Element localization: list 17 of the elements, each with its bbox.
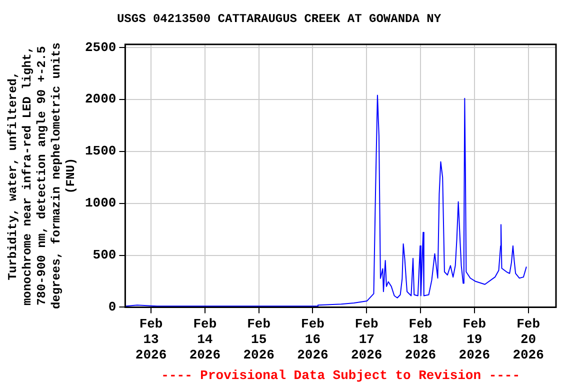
x-tick-label: Feb 15 2026 — [243, 316, 275, 362]
x-tick-label: Feb 16 2026 — [297, 316, 329, 362]
chart-title: USGS 04213500 CATTARAUGUS CREEK AT GOWANDA NY — [116, 12, 442, 26]
x-tick-label: Feb 13 2026 — [135, 316, 167, 362]
x-tick-label: Feb 18 2026 — [404, 316, 436, 362]
y-tick-label: 2000 — [84, 92, 116, 107]
y-axis-title: Turbidity, water, unfiltered, monochrome near infra-red LED light, 780-900 nm, detection angle 90 +-2.5 degrees, formazin nephelometric units (FNU) — [6, 42, 78, 310]
y-tick-label: 500 — [92, 248, 116, 263]
y-tick-label: 0 — [108, 299, 116, 314]
x-tick-label: Feb 17 2026 — [351, 316, 382, 362]
y-tick-label: 1000 — [84, 196, 116, 211]
x-tick-label: Feb 14 2026 — [189, 316, 221, 362]
x-tick-label: Feb 20 2026 — [512, 316, 544, 362]
x-tick-label: Feb 19 2026 — [458, 316, 490, 362]
y-tick-label: 1500 — [84, 144, 116, 159]
text: ---- Provisional Data Subject to Revision ---- — [161, 368, 520, 383]
y-tick-label: 2500 — [84, 40, 116, 55]
